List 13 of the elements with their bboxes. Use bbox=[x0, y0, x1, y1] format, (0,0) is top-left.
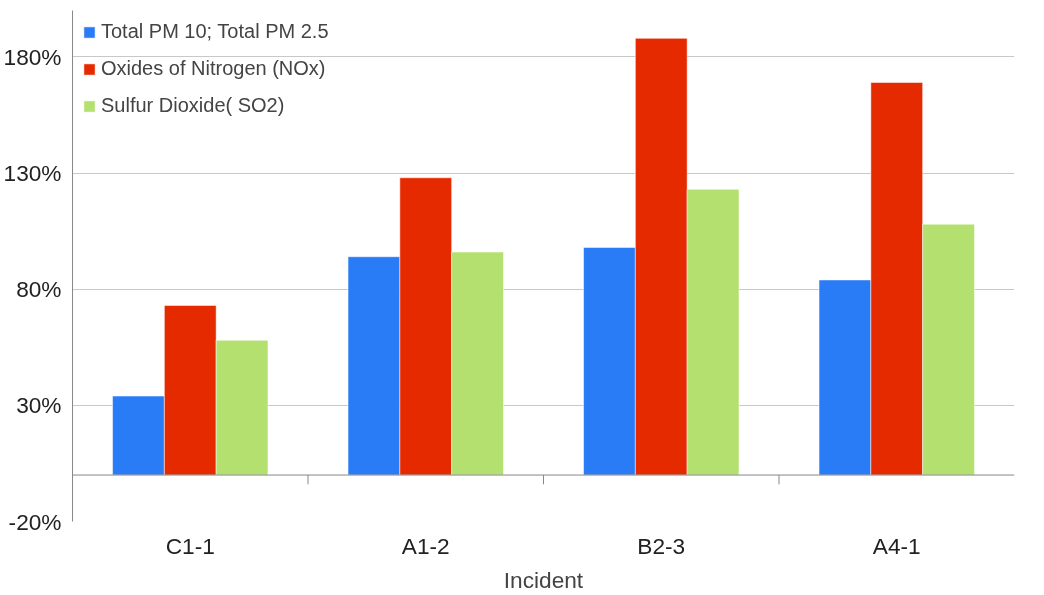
x-tick-label: A1-2 bbox=[401, 532, 450, 559]
legend-label: Total PM 10; Total PM 2.5 bbox=[101, 20, 329, 43]
legend-label: Sulfur Dioxide( SO2) bbox=[101, 94, 285, 117]
x-tick-label: A4-1 bbox=[872, 532, 921, 559]
legend-label: Oxides of Nitrogen (NOx) bbox=[101, 57, 326, 80]
y-tick-label: 30% bbox=[16, 392, 62, 419]
x-tick-label: C1-1 bbox=[165, 532, 215, 559]
x-axis-title: Incident bbox=[503, 566, 584, 593]
y-tick-label: -20% bbox=[8, 508, 62, 535]
x-tick-label: B2-3 bbox=[637, 532, 686, 559]
y-tick-label: 180% bbox=[3, 43, 62, 70]
y-tick-label: 80% bbox=[16, 276, 62, 303]
y-tick-label: 130% bbox=[3, 160, 62, 187]
